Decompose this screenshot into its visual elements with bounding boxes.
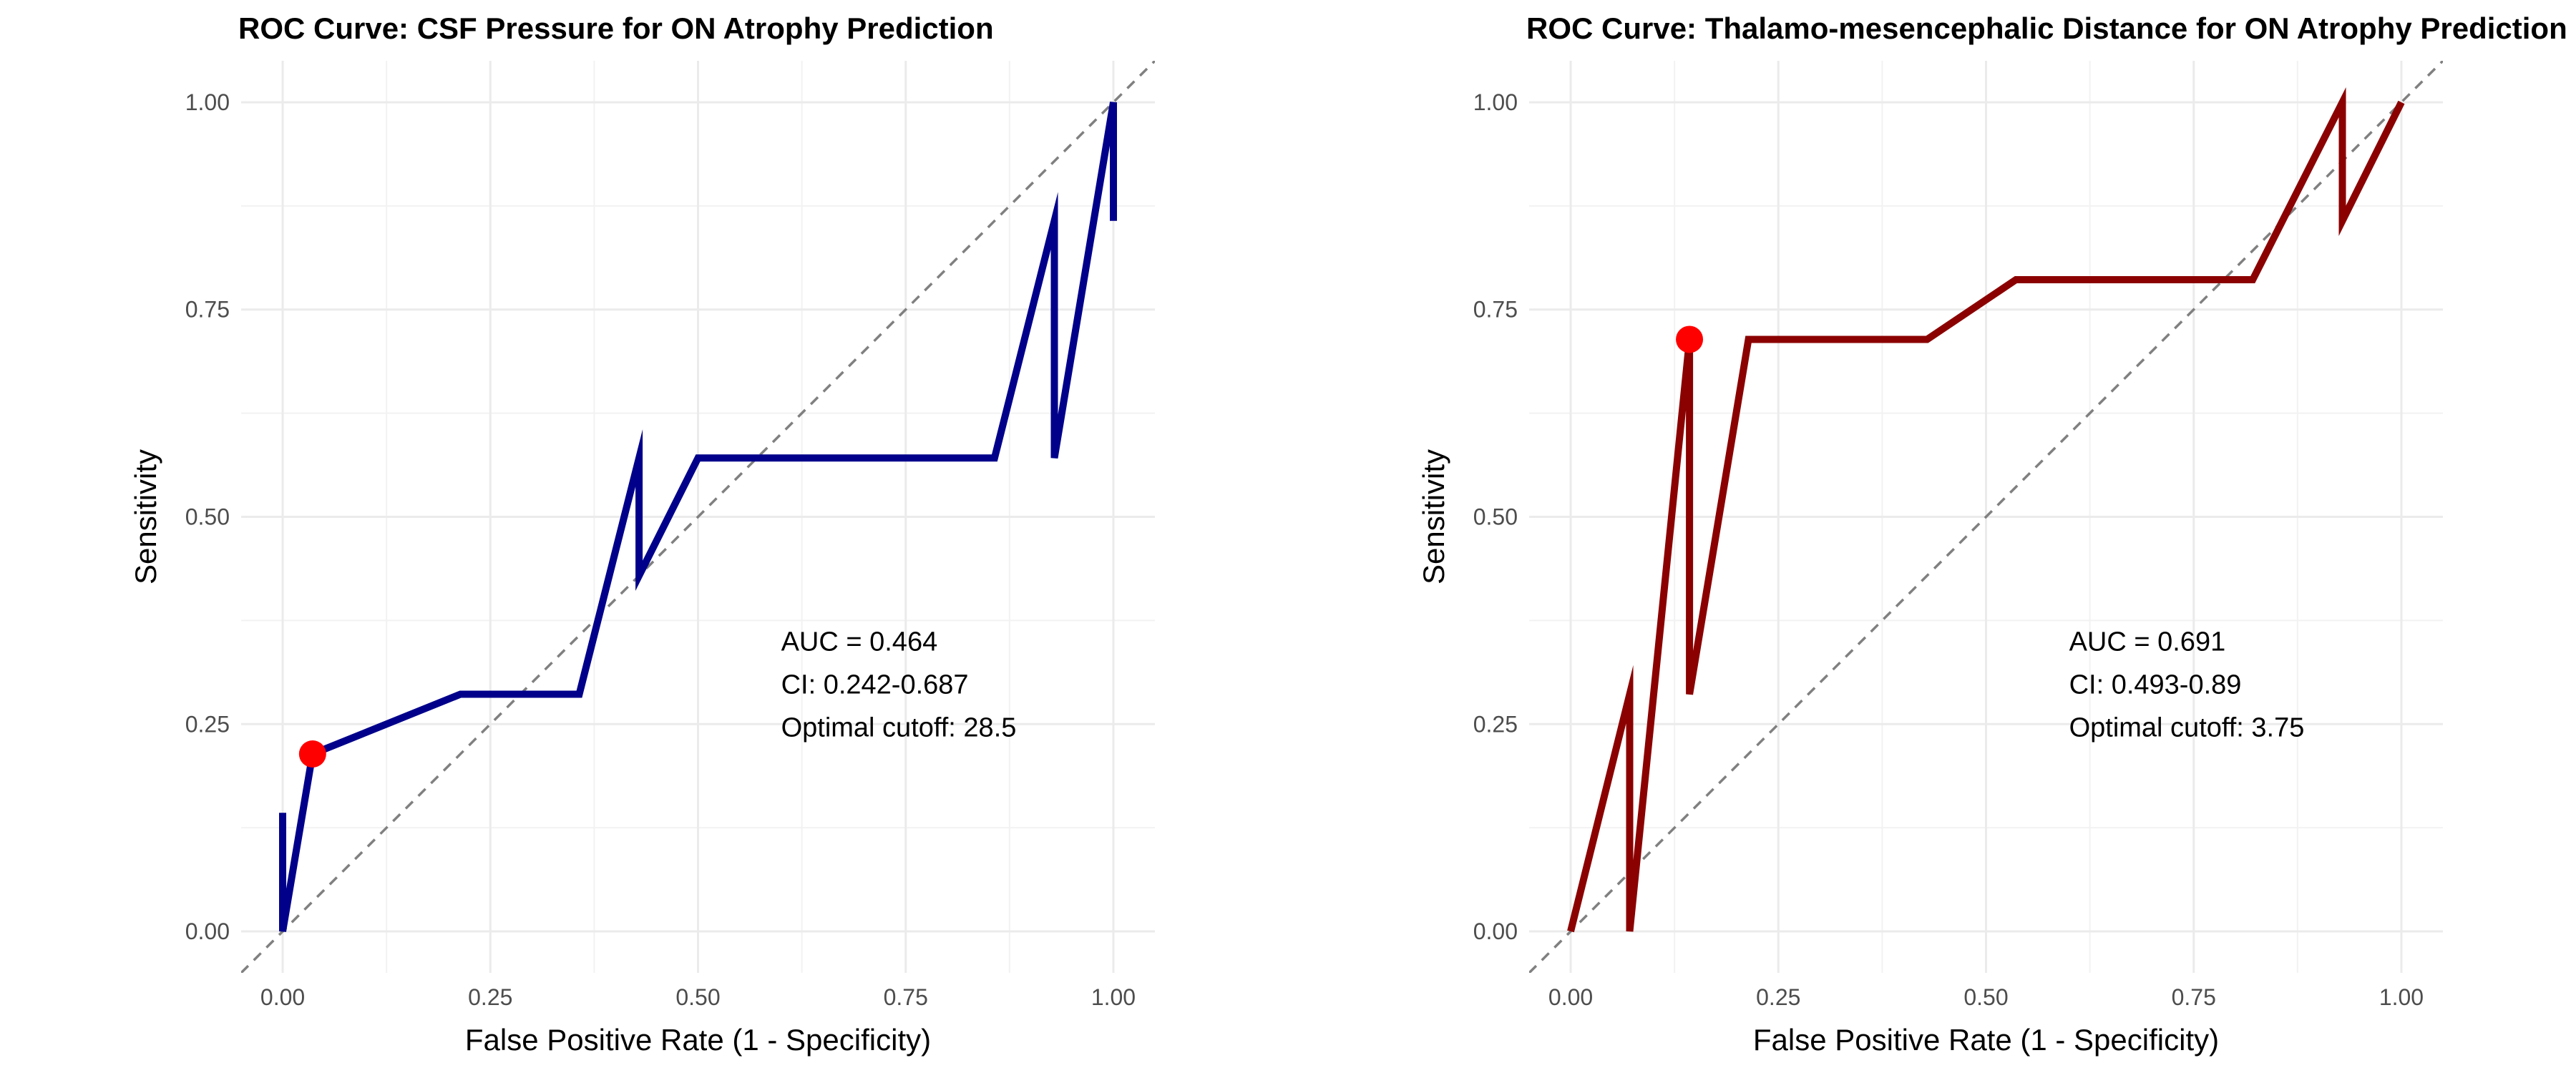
annotation-text: Optimal cutoff: 3.75 [2069, 712, 2305, 743]
x-tick-label: 0.25 [468, 984, 512, 1010]
y-tick-label: 0.25 [185, 711, 230, 737]
y-tick-label: 0.50 [1473, 504, 1518, 530]
y-tick-label: 0.75 [185, 297, 230, 323]
roc-panel-2: 0.00 0.25 0.50 0.75 1.00 0.00 0.25 0.50 0.75 1.00… [1417, 11, 2567, 1057]
y-axis-title: Sensitivity [129, 449, 162, 584]
chart-title: ROC Curve: Thalamo-mesencephalic Distanc… [1526, 11, 2567, 45]
y-tick-label: 0.25 [1473, 711, 1518, 737]
y-tick-label: 1.00 [185, 89, 230, 115]
optimal-cutoff-point [1676, 325, 1704, 353]
tick-labels: 0.00 0.25 0.50 0.75 1.00 0.00 0.25 0.50 0.75 1.00 [185, 89, 1136, 1010]
x-tick-label: 0.75 [2172, 984, 2216, 1010]
y-axis-title: Sensitivity [1417, 449, 1450, 584]
tick-labels: 0.00 0.25 0.50 0.75 1.00 0.00 0.25 0.50 0.75 1.00 [1473, 89, 2424, 1010]
annotation-text: CI: 0.493-0.89 [2069, 670, 2242, 700]
reference-diagonal-line [1529, 61, 2443, 973]
roc-curve-line [1567, 87, 2405, 933]
roc-panel-1: 0.00 0.25 0.50 0.75 1.00 0.00 0.25 0.50 0.75 1.00… [129, 11, 1155, 1057]
annotation-block: AUC = 0.464 CI: 0.242-0.687 Optimal cutoff… [781, 627, 1017, 743]
optimal-cutoff-point [298, 740, 326, 768]
annotation-text: Optimal cutoff: 28.5 [781, 712, 1017, 743]
annotation-text: AUC = 0.464 [781, 627, 938, 657]
x-tick-label: 1.00 [1091, 984, 1136, 1010]
annotation-text: CI: 0.242-0.687 [781, 670, 969, 700]
x-axis-title: False Positive Rate (1 - Specificity) [1753, 1023, 2219, 1057]
x-tick-label: 0.00 [1548, 984, 1593, 1010]
y-tick-label: 0.50 [185, 504, 230, 530]
x-tick-label: 0.25 [1756, 984, 1800, 1010]
y-tick-label: 0.00 [1473, 918, 1518, 944]
major-gridlines [241, 61, 1155, 973]
y-tick-label: 0.75 [1473, 297, 1518, 323]
x-tick-label: 0.75 [884, 984, 928, 1010]
reference-diagonal-line [241, 61, 1155, 973]
x-tick-label: 0.00 [260, 984, 305, 1010]
chart-title: ROC Curve: CSF Pressure for ON Atrophy P… [238, 11, 994, 45]
annotation-text: AUC = 0.691 [2069, 627, 2226, 657]
y-tick-label: 1.00 [1473, 89, 1518, 115]
annotation-block: AUC = 0.691 CI: 0.493-0.89 Optimal cutoff:… [2069, 627, 2305, 743]
x-tick-label: 0.50 [1963, 984, 2008, 1010]
y-tick-label: 0.00 [185, 918, 230, 944]
x-tick-label: 0.50 [675, 984, 720, 1010]
x-axis-title: False Positive Rate (1 - Specificity) [465, 1023, 931, 1057]
x-tick-label: 1.00 [2379, 984, 2424, 1010]
